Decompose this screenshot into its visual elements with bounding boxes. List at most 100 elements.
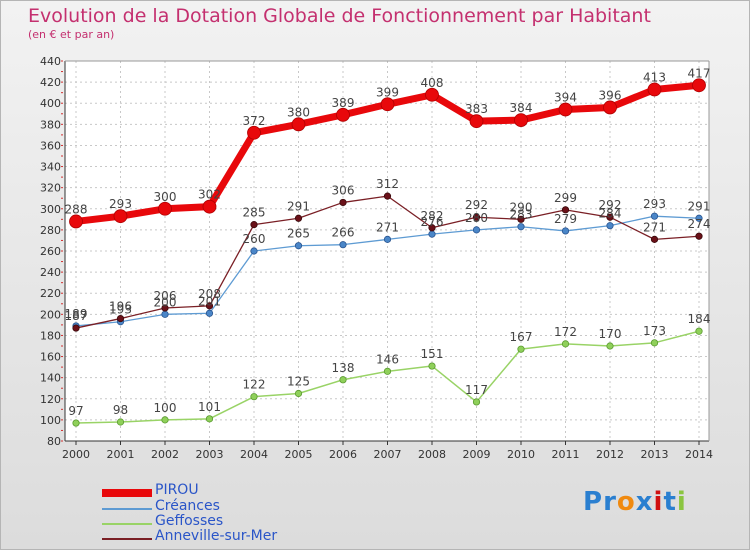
data-label: 117 [465,383,488,397]
data-point [250,393,258,401]
y-minor-tick [61,166,63,168]
data-point [339,241,347,249]
data-label: 274 [688,217,711,231]
legend-label: Geffosses [155,513,224,529]
data-label: 306 [332,183,355,197]
data-point [158,201,172,216]
data-point [695,232,703,240]
y-minor-tick [61,144,63,146]
data-point [647,82,662,97]
data-point [695,214,703,222]
x-tick-label: 2012 [596,448,624,461]
y-minor-tick [61,239,63,241]
y-minor-tick [61,261,63,263]
y-minor-tick [61,102,63,104]
data-point [606,342,614,350]
data-label: 293 [109,197,132,211]
brand-letter: t [663,487,677,517]
y-minor-tick [61,218,63,220]
grid-lines [65,60,709,442]
data-point [202,199,217,214]
y-minor-tick [61,123,63,125]
data-label: 173 [643,324,666,338]
x-tick-label: 2008 [418,448,446,461]
legend-label: Créances [155,498,220,514]
data-label: 312 [376,177,399,191]
brand-letter: r [603,487,617,517]
y-tick-label: 380 [40,118,61,131]
data-label: 266 [332,226,355,240]
data-label: 196 [109,300,132,314]
y-tick-label: 120 [40,393,61,406]
y-tick-label: 320 [40,182,61,195]
legend-label: PIROU [155,482,199,498]
y-tick-label: 180 [40,329,61,342]
x-tick-label: 2006 [329,448,357,461]
y-minor-tick [61,197,63,199]
y-minor-tick [61,377,63,379]
y-minor-tick [61,419,63,421]
data-point [113,209,128,224]
brand-letter: o [616,487,636,517]
x-tick-label: 2010 [507,448,535,461]
y-minor-tick [61,134,63,136]
data-label: 125 [287,375,310,389]
y-minor-tick [61,208,63,210]
brand-letter: i [653,487,664,517]
data-point [72,324,80,332]
y-tick-label: 200 [40,308,61,321]
data-label: 260 [243,232,266,246]
x-tick-label: 2003 [196,448,224,461]
y-minor-tick [61,387,63,389]
data-point [294,389,303,398]
y-minor-tick [61,155,63,157]
data-point [650,339,659,347]
data-point [428,224,436,232]
data-point [517,223,525,231]
data-point [291,117,306,132]
y-minor-tick [61,282,63,284]
y-minor-tick [61,271,63,273]
data-label: 200 [154,295,177,309]
axes: 80 100 120 140 160 180 200 220 240 260 280 300 320 34… [40,55,713,461]
data-point [380,97,395,112]
data-point [695,327,703,335]
y-tick-label: 240 [40,266,61,279]
data-label: 208 [198,287,221,301]
data-point [72,419,80,427]
y-tick-label: 280 [40,224,61,237]
x-tick-label: 2007 [374,448,402,461]
data-point [205,415,214,423]
data-label: 151 [421,347,444,361]
data-label: 291 [287,199,310,213]
y-minor-tick [61,81,63,83]
y-tick-label: 420 [40,76,61,89]
data-label: 417 [688,66,711,80]
data-label: 138 [332,361,355,375]
x-tick-label: 2009 [463,448,491,461]
x-tick-label: 2002 [151,448,179,461]
y-minor-tick [61,440,63,442]
data-label: 302 [198,188,221,202]
brand-logo: Proxiti [583,487,687,517]
data-point [561,227,570,235]
y-minor-tick [61,60,63,62]
data-label: 271 [376,220,399,234]
legend-swatch [102,538,152,540]
data-point [339,376,347,384]
y-minor-tick [61,324,63,326]
brand-letter: i [676,487,687,517]
y-minor-tick [61,356,63,358]
data-label: 292 [599,198,622,212]
legend-swatch [102,489,152,497]
legend-label: Anneville-sur-Mer [155,528,278,544]
y-minor-tick [61,92,63,94]
data-point [116,418,125,426]
y-minor-tick [61,408,63,410]
data-label: 300 [154,190,177,204]
legend-swatch [102,523,152,525]
data-label: 380 [287,105,310,119]
data-point [428,362,436,370]
data-labels: 288 293 300 302 372 380 389 399 408 383 384 394 396 4… [65,66,711,418]
